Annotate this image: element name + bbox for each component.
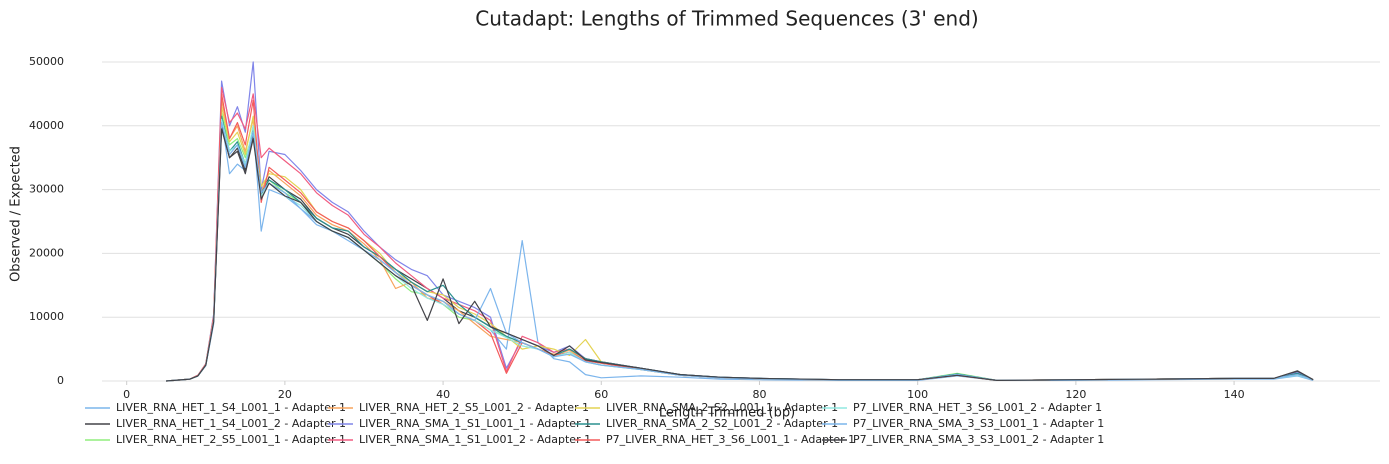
y-tick-label: 20000	[29, 246, 64, 259]
series-line	[166, 118, 1314, 382]
legend-label: P7_LIVER_RNA_HET_3_S6_L001_1 - Adapter 1	[606, 433, 855, 446]
legend-label: LIVER_RNA_HET_1_S4_L001_2 - Adapter 1	[116, 417, 346, 430]
y-tick-label: 10000	[29, 310, 64, 323]
x-tick-label: 20	[278, 388, 292, 401]
series-line	[166, 112, 1314, 382]
series-line	[166, 99, 1314, 382]
x-tick-label: 80	[752, 388, 766, 401]
series-line	[166, 93, 1314, 382]
legend-label: LIVER_RNA_SMA_1_S1_L001_1 - Adapter 1	[359, 417, 591, 430]
y-tick-label: 30000	[29, 183, 64, 196]
legend-label: P7_LIVER_RNA_SMA_3_S3_L001_2 - Adapter 1	[853, 433, 1104, 446]
y-tick-label: 50000	[29, 55, 64, 68]
legend-label: P7_LIVER_RNA_HET_3_S6_L001_2 - Adapter 1	[853, 401, 1102, 414]
series-line	[166, 115, 1314, 382]
legend-label: LIVER_RNA_SMA_2_S2_L001_1 - Adapter 1	[606, 401, 838, 414]
x-tick-label: 120	[1065, 388, 1086, 401]
series-line	[166, 128, 1314, 382]
y-tick-label: 0	[57, 374, 64, 387]
legend-label: LIVER_RNA_HET_2_S5_L001_1 - Adapter 1	[116, 433, 346, 446]
y-tick-label: 40000	[29, 119, 64, 132]
x-tick-label: 0	[123, 388, 130, 401]
y-axis-label: Observed / Expected	[9, 146, 24, 282]
x-tick-label: 40	[436, 388, 450, 401]
x-tick-label: 140	[1224, 388, 1245, 401]
series-line	[166, 61, 1314, 382]
series-line	[166, 106, 1314, 382]
x-tick-label: 100	[907, 388, 928, 401]
series-line	[166, 118, 1314, 382]
legend-label: LIVER_RNA_HET_2_S5_L001_2 - Adapter 1	[359, 401, 589, 414]
x-axis-label: Length Trimmed (bp)	[659, 406, 795, 421]
series-line	[166, 121, 1314, 382]
legend-label: LIVER_RNA_SMA_2_S2_L001_2 - Adapter 1	[606, 417, 838, 430]
chart-title: Cutadapt: Lengths of Trimmed Sequences (…	[475, 7, 978, 31]
legend-label: LIVER_RNA_HET_1_S4_L001_1 - Adapter 1	[116, 401, 346, 414]
x-tick-label: 60	[594, 388, 608, 401]
legend-label: P7_LIVER_RNA_SMA_3_S3_L001_1 - Adapter 1	[853, 417, 1104, 430]
legend-label: LIVER_RNA_SMA_1_S1_L001_2 - Adapter 1	[359, 433, 591, 446]
